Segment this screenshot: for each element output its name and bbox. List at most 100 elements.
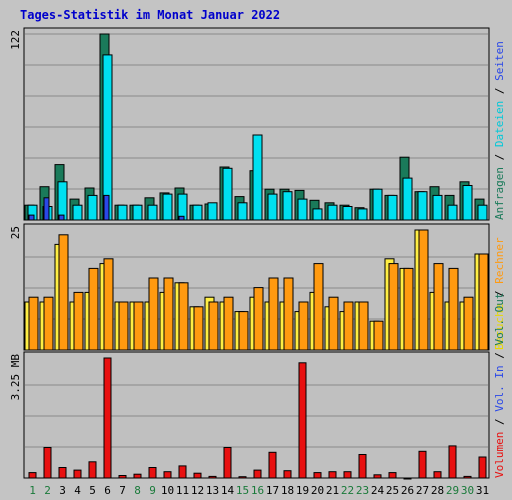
day-label-10: 10 bbox=[161, 484, 174, 497]
day-label-16: 16 bbox=[251, 484, 264, 497]
bar-dateien-day-22 bbox=[342, 206, 353, 221]
legend-entry: Vol. Out bbox=[493, 293, 506, 346]
bar-rechner-day-19 bbox=[298, 301, 309, 351]
bar-volumen-day-25 bbox=[388, 472, 397, 479]
bar-volumen-day-3 bbox=[58, 467, 67, 479]
bar-volumen-day-14 bbox=[223, 447, 232, 479]
bar-dateien-day-29 bbox=[447, 204, 458, 221]
bar-volumen-day-19 bbox=[298, 362, 307, 479]
bar-rechner-day-6 bbox=[103, 258, 114, 351]
legend-entry: / bbox=[493, 284, 506, 304]
bar-dateien-day-3 bbox=[57, 181, 68, 221]
bar-dateien-day-5 bbox=[87, 194, 98, 221]
bar-volumen-day-18 bbox=[283, 470, 292, 479]
day-label-27: 27 bbox=[416, 484, 429, 497]
legend-entry: / bbox=[493, 81, 506, 101]
bar-dateien-day-24 bbox=[372, 188, 383, 221]
legend-entry: / bbox=[493, 147, 506, 167]
bar-volumen-day-11 bbox=[178, 465, 187, 479]
bar-rechner-day-7 bbox=[118, 301, 129, 351]
bar-volumen-day-23 bbox=[358, 454, 367, 479]
bar-rechner-day-24 bbox=[373, 320, 384, 351]
bar-volumen-day-9 bbox=[148, 467, 157, 479]
bar-rechner-day-18 bbox=[283, 277, 294, 351]
bar-rechner-day-5 bbox=[88, 267, 99, 351]
legend-entry: Vol. In bbox=[493, 365, 506, 411]
bar-dateien-day-7 bbox=[117, 204, 128, 221]
day-label-1: 1 bbox=[29, 484, 36, 497]
bar-rechner-day-2 bbox=[43, 296, 54, 351]
bar-dateien-day-23 bbox=[357, 208, 368, 221]
bar-volumen-day-22 bbox=[343, 471, 352, 479]
bar-volumen-day-17 bbox=[268, 451, 277, 479]
legend-entry: Dateien bbox=[493, 101, 506, 147]
bar-rechner-day-23 bbox=[358, 301, 369, 351]
bar-volumen-day-26 bbox=[403, 477, 412, 480]
bar-dateien-day-27 bbox=[417, 191, 428, 221]
day-label-22: 22 bbox=[341, 484, 354, 497]
day-label-31: 31 bbox=[476, 484, 489, 497]
legend-visits: Besuche / Rechner bbox=[493, 237, 506, 350]
bar-rechner-day-30 bbox=[463, 296, 474, 351]
day-label-25: 25 bbox=[386, 484, 399, 497]
bar-rechner-day-12 bbox=[193, 306, 204, 351]
bar-rechner-day-14 bbox=[223, 296, 234, 351]
legend-entry: / bbox=[493, 412, 506, 432]
day-label-21: 21 bbox=[326, 484, 339, 497]
legend-entry: Volumen bbox=[493, 432, 506, 478]
bar-volumen-day-20 bbox=[313, 472, 322, 479]
bar-dateien-day-28 bbox=[432, 194, 443, 221]
bar-rechner-day-9 bbox=[148, 277, 159, 351]
bar-volumen-day-2 bbox=[43, 447, 52, 479]
day-label-3: 3 bbox=[59, 484, 66, 497]
bar-rechner-day-25 bbox=[388, 263, 399, 351]
day-label-11: 11 bbox=[176, 484, 189, 497]
legend-requests: Anfragen / Dateien / Seiten bbox=[493, 41, 506, 220]
day-label-2: 2 bbox=[44, 484, 51, 497]
page-title: Tages-Statistik im Monat Januar 2022 bbox=[20, 8, 281, 22]
bar-dateien-day-17 bbox=[267, 193, 278, 221]
bar-dateien-day-12 bbox=[192, 204, 203, 221]
bar-seiten-day-2 bbox=[43, 197, 50, 221]
legend-volume: Volumen / Vol. In / Vol. Out bbox=[493, 293, 506, 478]
bar-volumen-day-6 bbox=[103, 357, 112, 479]
bar-rechner-day-29 bbox=[448, 267, 459, 351]
bar-rechner-day-13 bbox=[208, 301, 219, 351]
bar-dateien-day-10 bbox=[162, 193, 173, 221]
bar-rechner-day-15 bbox=[238, 311, 249, 351]
bar-volumen-day-12 bbox=[193, 472, 202, 479]
bar-volumen-day-13 bbox=[208, 475, 217, 479]
bar-volumen-day-8 bbox=[133, 473, 142, 479]
ymax-label-visits: 25 bbox=[9, 226, 22, 239]
day-label-6: 6 bbox=[104, 484, 111, 497]
day-label-7: 7 bbox=[119, 484, 126, 497]
ymax-label-volume: 3.25 MB bbox=[9, 354, 22, 401]
day-label-5: 5 bbox=[89, 484, 96, 497]
day-label-14: 14 bbox=[221, 484, 235, 497]
bar-rechner-day-1 bbox=[28, 296, 39, 351]
bar-rechner-day-28 bbox=[433, 263, 444, 351]
day-label-4: 4 bbox=[74, 484, 81, 497]
bar-rechner-day-22 bbox=[343, 301, 354, 351]
bar-volumen-day-10 bbox=[163, 471, 172, 479]
day-label-15: 15 bbox=[236, 484, 249, 497]
bar-rechner-day-10 bbox=[163, 277, 174, 351]
bar-dateien-day-15 bbox=[237, 202, 248, 221]
bar-volumen-day-4 bbox=[73, 469, 82, 479]
bar-rechner-day-17 bbox=[268, 277, 279, 351]
bar-volumen-day-24 bbox=[373, 474, 382, 479]
bar-rechner-day-27 bbox=[418, 229, 429, 351]
day-label-26: 26 bbox=[401, 484, 414, 497]
bar-volumen-day-5 bbox=[88, 461, 97, 479]
bar-rechner-day-20 bbox=[313, 263, 324, 351]
day-label-20: 20 bbox=[311, 484, 324, 497]
bar-volumen-day-16 bbox=[253, 469, 262, 479]
day-label-12: 12 bbox=[191, 484, 204, 497]
bar-dateien-day-13 bbox=[207, 202, 218, 221]
legend-entry: Rechner bbox=[493, 237, 506, 284]
bar-seiten-day-3 bbox=[58, 214, 65, 221]
bar-rechner-day-21 bbox=[328, 296, 339, 351]
bar-seiten-day-6 bbox=[103, 194, 110, 221]
